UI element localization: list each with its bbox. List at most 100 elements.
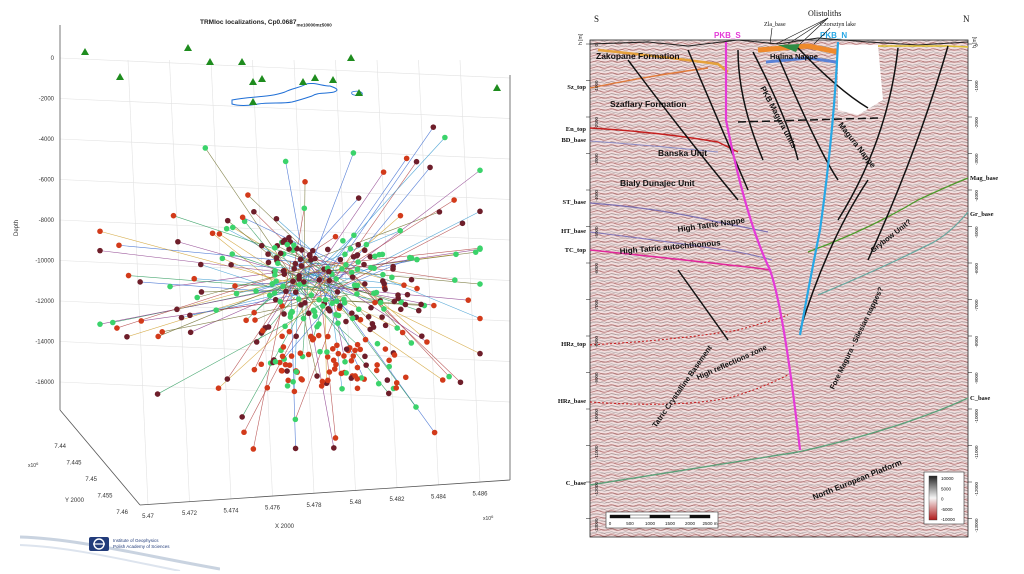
scatter-3d-axes: 0 -2000 -4000 -6000 -8000 -10000 -12000 -14000 -…: [14, 25, 511, 530]
right-horizon-label: C_base: [970, 395, 990, 402]
section-frame: [589, 39, 969, 538]
event-point: [465, 297, 472, 303]
event-point: [354, 252, 361, 258]
event-point: [355, 241, 362, 248]
event-point: [279, 303, 285, 309]
event-point: [333, 311, 339, 318]
event-point: [288, 353, 295, 359]
event-point: [368, 304, 374, 311]
x-tick-label: 5.474: [223, 508, 239, 514]
event-point: [198, 289, 205, 295]
colorbar-tick-label: 0: [941, 497, 944, 502]
left-depth-axis: 0 -1000 -2000 -3000 -4000 -5000 -6000 -7000 -800…: [586, 44, 599, 533]
left-horizon-label: HRz_base: [558, 398, 586, 405]
event-point: [333, 298, 340, 305]
event-point: [372, 253, 378, 260]
event-point: [305, 310, 312, 317]
event-point: [442, 134, 448, 141]
event-point: [294, 245, 300, 252]
event-point: [339, 385, 345, 392]
event-point: [298, 247, 305, 253]
left-depth-tick-label: -4000: [594, 190, 599, 202]
event-point: [380, 169, 387, 175]
event-point: [278, 367, 285, 374]
ray-line: [295, 279, 318, 377]
event-point: [114, 325, 120, 331]
left-depth-tick-label: -8000: [594, 336, 599, 348]
zakopane-layer: [597, 48, 729, 73]
grid-line: [252, 59, 273, 497]
event-point: [272, 268, 278, 274]
event-point: [386, 363, 392, 370]
ray-line: [326, 264, 343, 389]
event-point: [436, 209, 443, 215]
x-tick-label: 5.486: [472, 492, 488, 498]
ray-line: [173, 215, 320, 265]
event-point: [97, 247, 103, 254]
event-point: [332, 233, 339, 240]
czorsztyn-lake-label: Czorsztyn lake: [820, 22, 856, 28]
z-axis-ticks: 0 -2000 -4000 -6000 -8000 -10000 -12000 -14000 -…: [35, 56, 54, 386]
event-point: [312, 313, 318, 319]
event-point: [300, 279, 307, 285]
event-point: [418, 301, 424, 308]
event-point: [308, 333, 314, 340]
zla-base-label: Zla_base: [764, 22, 786, 28]
right-depth-tick-label: -3000: [974, 153, 979, 165]
event-point: [326, 268, 332, 275]
ray-line: [313, 137, 446, 281]
event-point: [354, 282, 361, 289]
event-point: [317, 348, 323, 355]
event-point: [408, 340, 415, 346]
ray-line: [254, 283, 295, 370]
sz-top-horizon: [589, 67, 709, 89]
event-point: [273, 254, 280, 261]
event-point: [354, 376, 361, 382]
event-point: [233, 290, 240, 297]
event-point: [296, 281, 303, 288]
hrz-base-horizon: [589, 374, 789, 405]
station-triangle: [206, 58, 214, 65]
x-tick-label: 5.482: [389, 497, 405, 503]
grid-line: [59, 179, 511, 200]
event-point: [415, 307, 422, 314]
event-point: [419, 333, 425, 339]
event-point: [290, 278, 296, 285]
event-point: [354, 364, 361, 371]
event-point: [477, 208, 483, 215]
ray-line: [294, 288, 299, 392]
event-point: [331, 445, 337, 451]
ray-line: [342, 257, 412, 287]
ray-line: [140, 281, 338, 297]
event-point: [245, 192, 251, 198]
event-point: [402, 301, 409, 308]
event-point: [342, 251, 348, 258]
event-point: [228, 261, 234, 268]
event-point: [273, 215, 280, 222]
event-point: [319, 378, 326, 385]
ray-line: [334, 211, 481, 286]
event-point: [265, 259, 272, 266]
event-point: [341, 353, 347, 359]
grid-line: [418, 59, 439, 486]
z-tick-label: -4000: [39, 137, 55, 143]
event-point: [232, 283, 238, 289]
grid-line: [59, 300, 511, 322]
olistoliths-label: Olistoliths: [808, 9, 841, 18]
left-depth-unit: h [m]: [578, 33, 584, 45]
y-axis-label: Y 2000: [65, 498, 85, 504]
event-point: [264, 385, 271, 391]
event-point: [401, 282, 407, 288]
event-point: [427, 164, 433, 171]
olistolith-body: [778, 44, 800, 52]
event-point: [202, 145, 209, 151]
event-point: [292, 260, 299, 267]
unit-banska: Banska Unit: [658, 148, 707, 158]
left-depth-tick-label: -9000: [594, 372, 599, 384]
pkb-s-label: PKB_S: [714, 31, 741, 40]
event-point: [352, 347, 358, 354]
event-point: [280, 283, 286, 290]
right-horizon-label: Gr_base: [970, 211, 994, 218]
mag-base-horizon: [807, 177, 969, 253]
z-tick-label: -12000: [35, 299, 54, 305]
